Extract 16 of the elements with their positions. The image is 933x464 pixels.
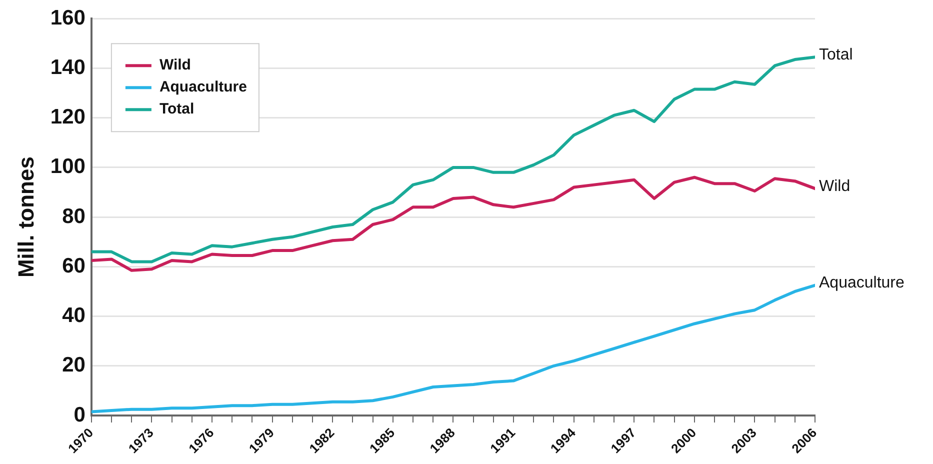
text: Wild (819, 178, 850, 195)
text: Aquaculture (819, 274, 904, 292)
y-tick-label: 40 (62, 304, 86, 328)
y-axis-title: Mill. tonnes (13, 156, 38, 278)
y-tick-label: 160 (50, 6, 86, 30)
y-tick-label: 0 (74, 403, 86, 426)
legend-label: Total (159, 100, 194, 118)
legend-label: Aquaculture (159, 78, 247, 96)
legend-label: Wild (159, 56, 191, 74)
y-tick-label: 120 (50, 106, 86, 129)
text: Total (819, 46, 853, 64)
y-tick-label: 100 (50, 155, 86, 178)
y-tick-label: 140 (50, 56, 86, 80)
y-tick-label: 20 (62, 354, 86, 377)
y-tick-label: 80 (62, 204, 86, 228)
y-tick-label: 60 (62, 254, 86, 278)
